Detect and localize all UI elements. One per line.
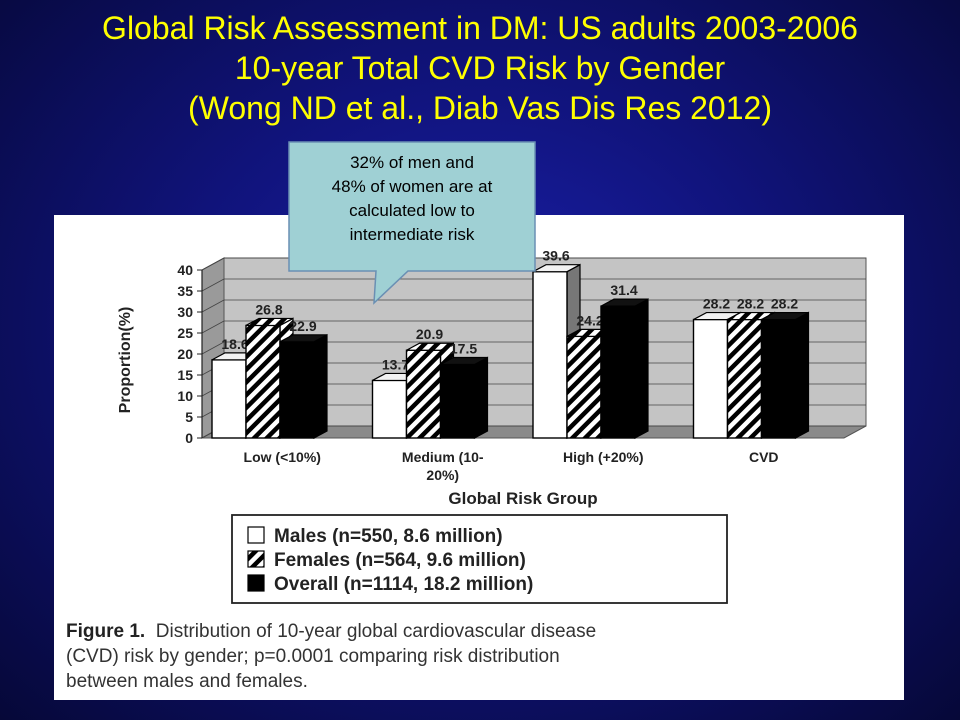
x-axis-title: Global Risk Group <box>448 489 597 508</box>
x-tick-label: Low (<10%) <box>244 449 321 465</box>
bar-front <box>245 324 281 439</box>
y-tick-label: 35 <box>177 283 193 299</box>
y-tick-label: 0 <box>185 430 193 446</box>
y-tick-label: 10 <box>177 388 193 404</box>
bar-top <box>245 317 294 327</box>
callout-shape <box>288 141 536 305</box>
caption-line-1: Distribution of 10-year global cardiovas… <box>155 621 597 642</box>
data-label: 18.6 <box>221 336 248 352</box>
callout-line-2: 48% of women are at <box>331 177 493 196</box>
bar-top <box>532 264 581 273</box>
y-tick-label: 30 <box>177 304 193 320</box>
x-tick-label: High (+20%) <box>563 449 644 465</box>
data-label: 17.5 <box>450 341 477 357</box>
gridline-side <box>201 278 225 292</box>
caption-line-2: (CVD) risk by gender; p=0.0001 comparing… <box>66 646 560 667</box>
bar-top <box>440 356 488 366</box>
data-label: 31.4 <box>610 282 637 298</box>
legend-box <box>231 514 728 604</box>
bar-front <box>211 359 247 439</box>
legend-swatch-hatch <box>247 550 265 568</box>
y-tick-label: 5 <box>185 409 193 425</box>
legend-label: Males (n=550, 8.6 million) <box>274 526 503 547</box>
y-tick-label: 15 <box>177 367 193 383</box>
callout-line-3: calculated low to <box>349 201 475 220</box>
callout-box: 32% of men and 48% of women are at calcu… <box>288 141 536 305</box>
bar-side <box>634 298 649 440</box>
slide-title: Global Risk Assessment in DM: US adults … <box>0 8 960 128</box>
bar-front <box>279 341 315 439</box>
bar-black <box>760 311 810 440</box>
title-line-2: 10-year Total CVD Risk by Gender <box>234 50 726 86</box>
gridline-side <box>201 320 225 334</box>
y-axis-title: Proportion(%) <box>117 307 134 414</box>
data-label: 28.2 <box>703 296 730 312</box>
bar-chart: 0 5 10 15 20 25 30 35 40 Proportion(%) 18.6 26.8 22.… <box>117 248 867 604</box>
gridline-side <box>201 341 225 355</box>
y-tick-label: 25 <box>177 325 193 341</box>
caption-label: Figure 1. <box>66 621 146 642</box>
bar-top <box>279 334 328 343</box>
callout-line-1: 32% of men and <box>350 153 474 172</box>
bar-front <box>692 318 729 439</box>
bar-black <box>600 298 649 440</box>
legend-swatch-white <box>247 526 265 544</box>
bar-top <box>761 311 809 321</box>
bar-top <box>406 342 454 351</box>
data-label: 39.6 <box>542 248 569 264</box>
data-label: 28.2 <box>737 296 764 312</box>
bar-front <box>371 379 408 439</box>
gridline-side <box>201 299 225 313</box>
bar-front <box>439 363 476 439</box>
x-tick-label: 20%) <box>426 467 459 483</box>
title-line-1: Global Risk Assessment in DM: US adults … <box>102 10 858 46</box>
figure-panel: 0 5 10 15 20 25 30 35 40 Proportion(%) 18.6 26.8 22.… <box>54 215 904 700</box>
caption-line-3: between males and females. <box>66 671 308 692</box>
data-label: 20.9 <box>416 326 443 342</box>
x-tick-label: CVD <box>749 449 779 465</box>
legend-label: Females (n=564, 9.6 million) <box>274 550 526 571</box>
y-tick-label: 20 <box>177 346 193 362</box>
bar-front <box>532 270 568 439</box>
x-tick-label: Medium (10- <box>402 449 484 465</box>
callout-line-4: intermediate risk <box>349 225 475 244</box>
gridline-side <box>201 257 225 271</box>
data-label: 13.7 <box>382 356 409 372</box>
title-line-3: (Wong ND et al., Diab Vas Dis Res 2012) <box>188 90 772 126</box>
callout-text: 32% of men and 48% of women are at calcu… <box>288 151 536 247</box>
data-label: 22.9 <box>289 318 316 334</box>
bar-side <box>473 356 489 440</box>
y-tick-label: 40 <box>177 262 193 278</box>
bar-black <box>279 333 328 440</box>
bar-top <box>600 298 649 307</box>
data-label: 26.8 <box>255 301 282 317</box>
bar-front <box>726 318 763 439</box>
data-label: 28.2 <box>771 296 798 312</box>
bar-front <box>566 335 602 439</box>
bar-side <box>313 333 328 440</box>
bar-front <box>405 349 442 439</box>
bar-side <box>794 311 810 440</box>
bar-front <box>600 305 636 439</box>
data-label: 24.2 <box>576 312 603 328</box>
bar-black <box>439 356 489 440</box>
figure-caption: Figure 1. Distribution of 10-year global… <box>66 619 896 694</box>
legend-swatch-black <box>247 574 265 592</box>
bar-front <box>760 318 797 439</box>
legend-label: Overall (n=1114, 18.2 million) <box>274 574 533 595</box>
